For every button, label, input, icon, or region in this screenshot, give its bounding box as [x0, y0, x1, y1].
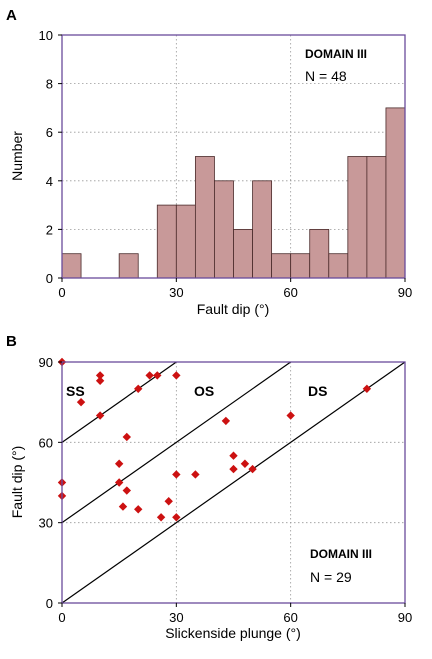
histogram-bar: [118, 253, 139, 279]
histogram-bar: [309, 228, 330, 279]
histogram-bar: [194, 156, 215, 279]
scatter-point: [240, 459, 250, 468]
histogram-bar: [233, 228, 253, 279]
scatter-point: [95, 411, 105, 420]
histogram-bar: [328, 253, 349, 279]
histogram-bar: [271, 253, 292, 279]
panel-a-letter: A: [6, 7, 17, 24]
histogram-bar: [175, 204, 196, 279]
histogram-y-axis-label: Number: [9, 131, 25, 181]
scatter-point: [145, 371, 154, 380]
scatter-point: [114, 478, 124, 487]
panel-b-letter: B: [6, 333, 17, 350]
scatter-point: [153, 371, 162, 380]
histogram-bars: [61, 107, 406, 279]
scatter-y-tick-label: 0: [46, 596, 53, 611]
scatter-x-tick-label: 30: [169, 610, 183, 625]
scatter-point: [156, 513, 166, 522]
scatter-point: [76, 397, 86, 407]
histogram-ticks: 0 30 60 90 0 2 4 6 8 10: [39, 28, 413, 300]
histogram-bar: [252, 180, 273, 279]
histogram-domain-label: DOMAIN III: [305, 47, 367, 61]
histogram-count-label: N = 48: [305, 68, 347, 84]
histogram-panel: A 0 30 60 90 0 2 4 6 8 10 Fault dip (°) Number DO…: [6, 7, 412, 317]
scatter-points: [57, 357, 372, 522]
scatter-point: [164, 497, 173, 506]
scatter-boundary-lines: [61, 361, 406, 604]
scatter-grid: [62, 362, 405, 603]
scatter-point: [114, 459, 124, 468]
scatter-point: [122, 486, 131, 495]
scatter-point: [134, 384, 143, 393]
scatter-point: [95, 371, 105, 380]
histogram-x-tick-label: 30: [169, 285, 183, 300]
scatter-domain-label: DOMAIN III: [310, 547, 372, 561]
region-label-ds: DS: [308, 383, 327, 399]
kinematic-boundary-line: [61, 361, 292, 524]
histogram-y-tick-label: 2: [46, 222, 53, 237]
scatter-y-tick-label: 60: [39, 435, 53, 450]
scatter-x-tick-label: 90: [398, 610, 412, 625]
histogram-y-tick-label: 6: [46, 125, 53, 140]
histogram-y-tick-label: 4: [46, 174, 53, 189]
scatter-point: [172, 513, 181, 522]
histogram-y-tick-label: 10: [39, 28, 53, 43]
scatter-x-tick-label: 60: [283, 610, 297, 625]
histogram-y-tick-label: 8: [46, 77, 53, 92]
scatter-y-tick-label: 30: [39, 516, 53, 531]
histogram-bar: [385, 107, 406, 279]
histogram-bar: [347, 156, 368, 279]
scatter-x-tick-label: 0: [58, 610, 65, 625]
scatter-y-tick-label: 90: [39, 355, 53, 370]
scatter-point: [191, 470, 200, 479]
scatter-ticks: 0 30 60 90 0 30 60 90: [39, 355, 413, 625]
histogram-bar: [214, 180, 234, 279]
kinematic-boundary-line: [61, 361, 406, 604]
histogram-bar: [366, 156, 387, 279]
scatter-x-axis-label: Slickenside plunge (°): [165, 625, 301, 641]
scatter-point: [229, 451, 238, 460]
scatter-point: [286, 411, 295, 420]
histogram-grid: [62, 35, 405, 278]
histogram-bar: [61, 253, 82, 279]
histogram-bar: [156, 204, 177, 279]
region-label-os: OS: [194, 383, 214, 399]
histogram-y-tick-label: 0: [46, 271, 53, 286]
scatter-count-label: N = 29: [310, 569, 352, 585]
scatter-point: [172, 470, 181, 479]
scatter-point: [362, 384, 372, 393]
scatter-plot-frame: [61, 361, 406, 604]
scatter-point: [229, 464, 238, 474]
histogram-x-tick-label: 60: [283, 285, 297, 300]
histogram-x-tick-label: 90: [398, 285, 412, 300]
histogram-x-axis-label: Fault dip (°): [197, 301, 270, 317]
histogram-bar: [290, 253, 311, 279]
region-label-ss: SS: [66, 383, 85, 399]
scatter-point: [134, 505, 143, 514]
scatter-point: [118, 502, 128, 511]
scatter-point: [95, 376, 105, 385]
histogram-plot-frame: [61, 34, 406, 279]
scatter-point: [172, 371, 181, 380]
scatter-point: [122, 432, 131, 442]
scatter-point: [248, 464, 257, 474]
histogram-x-tick-label: 0: [58, 285, 65, 300]
scatter-y-axis-label: Fault dip (°): [9, 446, 25, 519]
scatter-panel: B 0 30 60 90 0 30 60 90 SS OS DS Slickenside pl…: [6, 333, 412, 641]
scatter-point: [221, 416, 231, 426]
